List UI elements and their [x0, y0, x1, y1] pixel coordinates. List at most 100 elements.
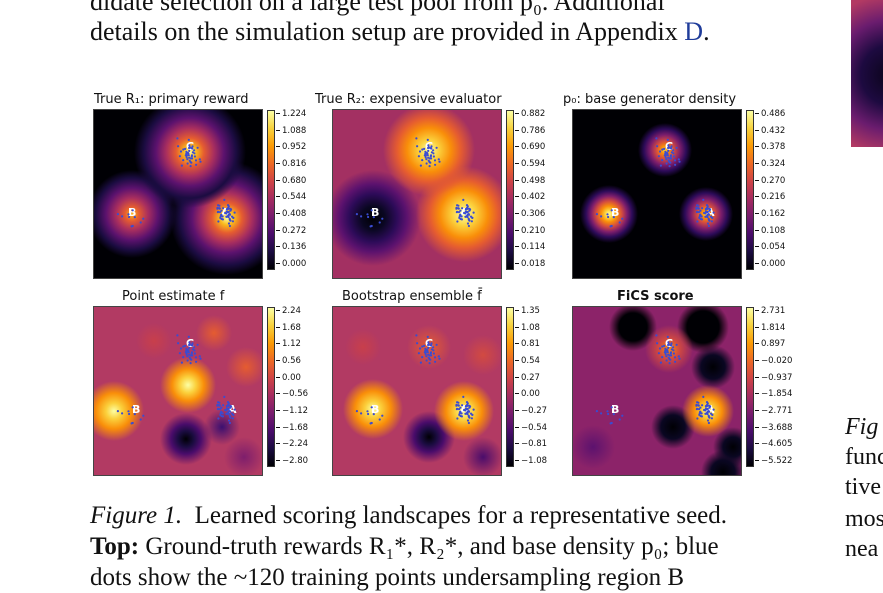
region-label-a: A	[460, 206, 469, 219]
colorbar-tick-label: 0.00	[276, 373, 301, 383]
body-text-line-2: details on the simulation setup are prov…	[90, 16, 810, 48]
colorbar-r2	[506, 110, 514, 270]
colorbar-tick-label: 0.018	[515, 259, 545, 269]
colorbar-tick-label: 0.054	[755, 242, 785, 252]
colorbar-tick-label: 0.00	[515, 389, 540, 399]
colorbar-tick-label: 0.216	[755, 192, 785, 202]
colorbar-tick-label: 1.08	[515, 323, 540, 333]
colorbar-tick-label: 0.56	[276, 356, 301, 366]
colorbar-tick-label: 0.306	[515, 209, 545, 219]
heatmap-panel-r2: C A B	[332, 109, 502, 279]
colorbar-tick-label: 2.24	[276, 306, 301, 316]
colorbar-tick-label: 0.952	[276, 142, 306, 152]
heatmap-panel-fbar: C A B	[332, 306, 502, 476]
region-label-b: B	[371, 403, 380, 416]
colorbar-tick-label: 0.000	[755, 259, 785, 269]
colorbar-tick-label: 1.68	[276, 323, 301, 333]
colorbar-tick-label: −1.12	[276, 406, 308, 416]
colorbar-tick-label: 0.408	[276, 209, 306, 219]
caption-text: Learned scoring landscapes for a represe…	[194, 502, 728, 529]
colorbar-tick-label: 0.136	[276, 242, 306, 252]
adjacent-figure-fragment	[851, 0, 883, 147]
colorbar-tick-label: 1.35	[515, 306, 540, 316]
colorbar-tick-label: 0.544	[276, 192, 306, 202]
colorbar-tick-label: 0.000	[276, 259, 306, 269]
colorbar-tick-label: 1.224	[276, 109, 306, 119]
colorbar-tick-label: −1.68	[276, 423, 308, 433]
heatmap-panel-p0: C A B	[572, 109, 742, 279]
colorbar-tick-label: −2.80	[276, 456, 308, 466]
region-label-b: B	[371, 206, 380, 219]
heatmap-panel-f: C A B	[93, 306, 263, 476]
region-label-a: A	[706, 403, 715, 416]
colorbar-tick-label: 2.731	[755, 306, 785, 316]
heatmap-panel-r1: C A B	[93, 109, 263, 279]
caption-label: Figure 1.	[90, 502, 183, 529]
region-label-a: A	[221, 206, 230, 219]
colorbar-tick-label: 0.882	[515, 109, 545, 119]
colorbar-tick-label: −4.605	[755, 439, 792, 449]
region-label-b: B	[128, 206, 137, 219]
colorbar-p0	[746, 110, 754, 270]
colorbar-tick-label: 0.81	[515, 339, 540, 349]
colorbar-tick-label: 0.786	[515, 126, 545, 136]
colorbar-tick-label: 0.432	[755, 126, 785, 136]
colorbar-tick-label: −1.854	[755, 389, 792, 399]
colorbar-tick-label: −2.24	[276, 439, 308, 449]
colorbar-tick-label: 1.088	[276, 126, 306, 136]
colorbar-tick-label: −5.522	[755, 456, 792, 466]
region-label-b: B	[132, 403, 141, 416]
colorbar-tick-label: −0.27	[515, 406, 547, 416]
colorbar-tick-label: −0.54	[515, 423, 547, 433]
panel-title-fbar: Bootstrap ensemble f̄	[342, 289, 482, 304]
colorbar-tick-label: 0.816	[276, 159, 306, 169]
panel-title-r2: True R₂: expensive evaluator	[315, 92, 502, 107]
colorbar-tick-label: 0.108	[755, 226, 785, 236]
colorbar-tick-label: −0.81	[515, 439, 547, 449]
side-figure-label: Fig	[845, 414, 879, 440]
training-points-overlay	[116, 137, 715, 425]
panel-title-p0: p₀: base generator density	[563, 92, 737, 107]
caption-line-3: dots show the ~120 training points under…	[90, 564, 685, 591]
appendix-link[interactable]: D	[684, 17, 704, 46]
region-label-c: C	[186, 140, 195, 153]
colorbar-tick-label: 0.897	[755, 339, 785, 349]
body-text-line-2-main: details on the simulation setup are prov…	[90, 17, 685, 46]
caption-line-1: Figure 1. Learned scoring landscapes for…	[90, 500, 810, 531]
colorbar-tick-label: 0.378	[755, 142, 785, 152]
colorbar-tick-label: −0.020	[755, 356, 792, 366]
region-label-c: C	[186, 337, 195, 350]
region-label-c: C	[665, 140, 674, 153]
region-label-c: C	[425, 337, 434, 350]
region-label-b: B	[611, 403, 620, 416]
colorbar-tick-label: 0.680	[276, 176, 306, 186]
colorbar-tick-label: 0.690	[515, 142, 545, 152]
colorbar-tick-label: 0.272	[276, 226, 306, 236]
colorbar-tick-label: −2.771	[755, 406, 792, 416]
colorbar-tick-label: 0.324	[755, 159, 785, 169]
colorbar-tick-label: 0.270	[755, 176, 785, 186]
panel-title-fics: FiCS score	[617, 289, 694, 304]
heatmap-panel-fics: C A B	[572, 306, 742, 476]
region-label-a: A	[460, 403, 469, 416]
colorbar-fics	[746, 307, 754, 467]
figure-caption: Figure 1. Learned scoring landscapes for…	[90, 500, 810, 593]
colorbar-fbar	[506, 307, 514, 467]
colorbar-tick-label: −1.08	[515, 456, 547, 466]
colorbar-tick-label: 0.114	[515, 242, 545, 252]
colorbar-tick-label: 0.402	[515, 192, 545, 202]
body-text-line-1: didate selection on a large test pool fr…	[90, 0, 665, 16]
colorbar-tick-label: 1.814	[755, 323, 785, 333]
colorbar-tick-label: −0.937	[755, 373, 792, 383]
colorbar-tick-label: 0.594	[515, 159, 545, 169]
colorbar-tick-label: 0.498	[515, 176, 545, 186]
body-text-line-2-end: .	[703, 17, 710, 46]
caption-text: Ground-truth rewards R₁*, R₂*, and base …	[145, 533, 719, 560]
region-label-c: C	[665, 337, 674, 350]
region-label-b: B	[611, 206, 620, 219]
caption-top-label: Top:	[90, 533, 140, 560]
panel-title-f: Point estimate f	[122, 289, 225, 304]
colorbar-tick-label: 0.27	[515, 373, 540, 383]
side-text-line: tive	[845, 474, 881, 500]
region-label-a: A	[228, 403, 237, 416]
